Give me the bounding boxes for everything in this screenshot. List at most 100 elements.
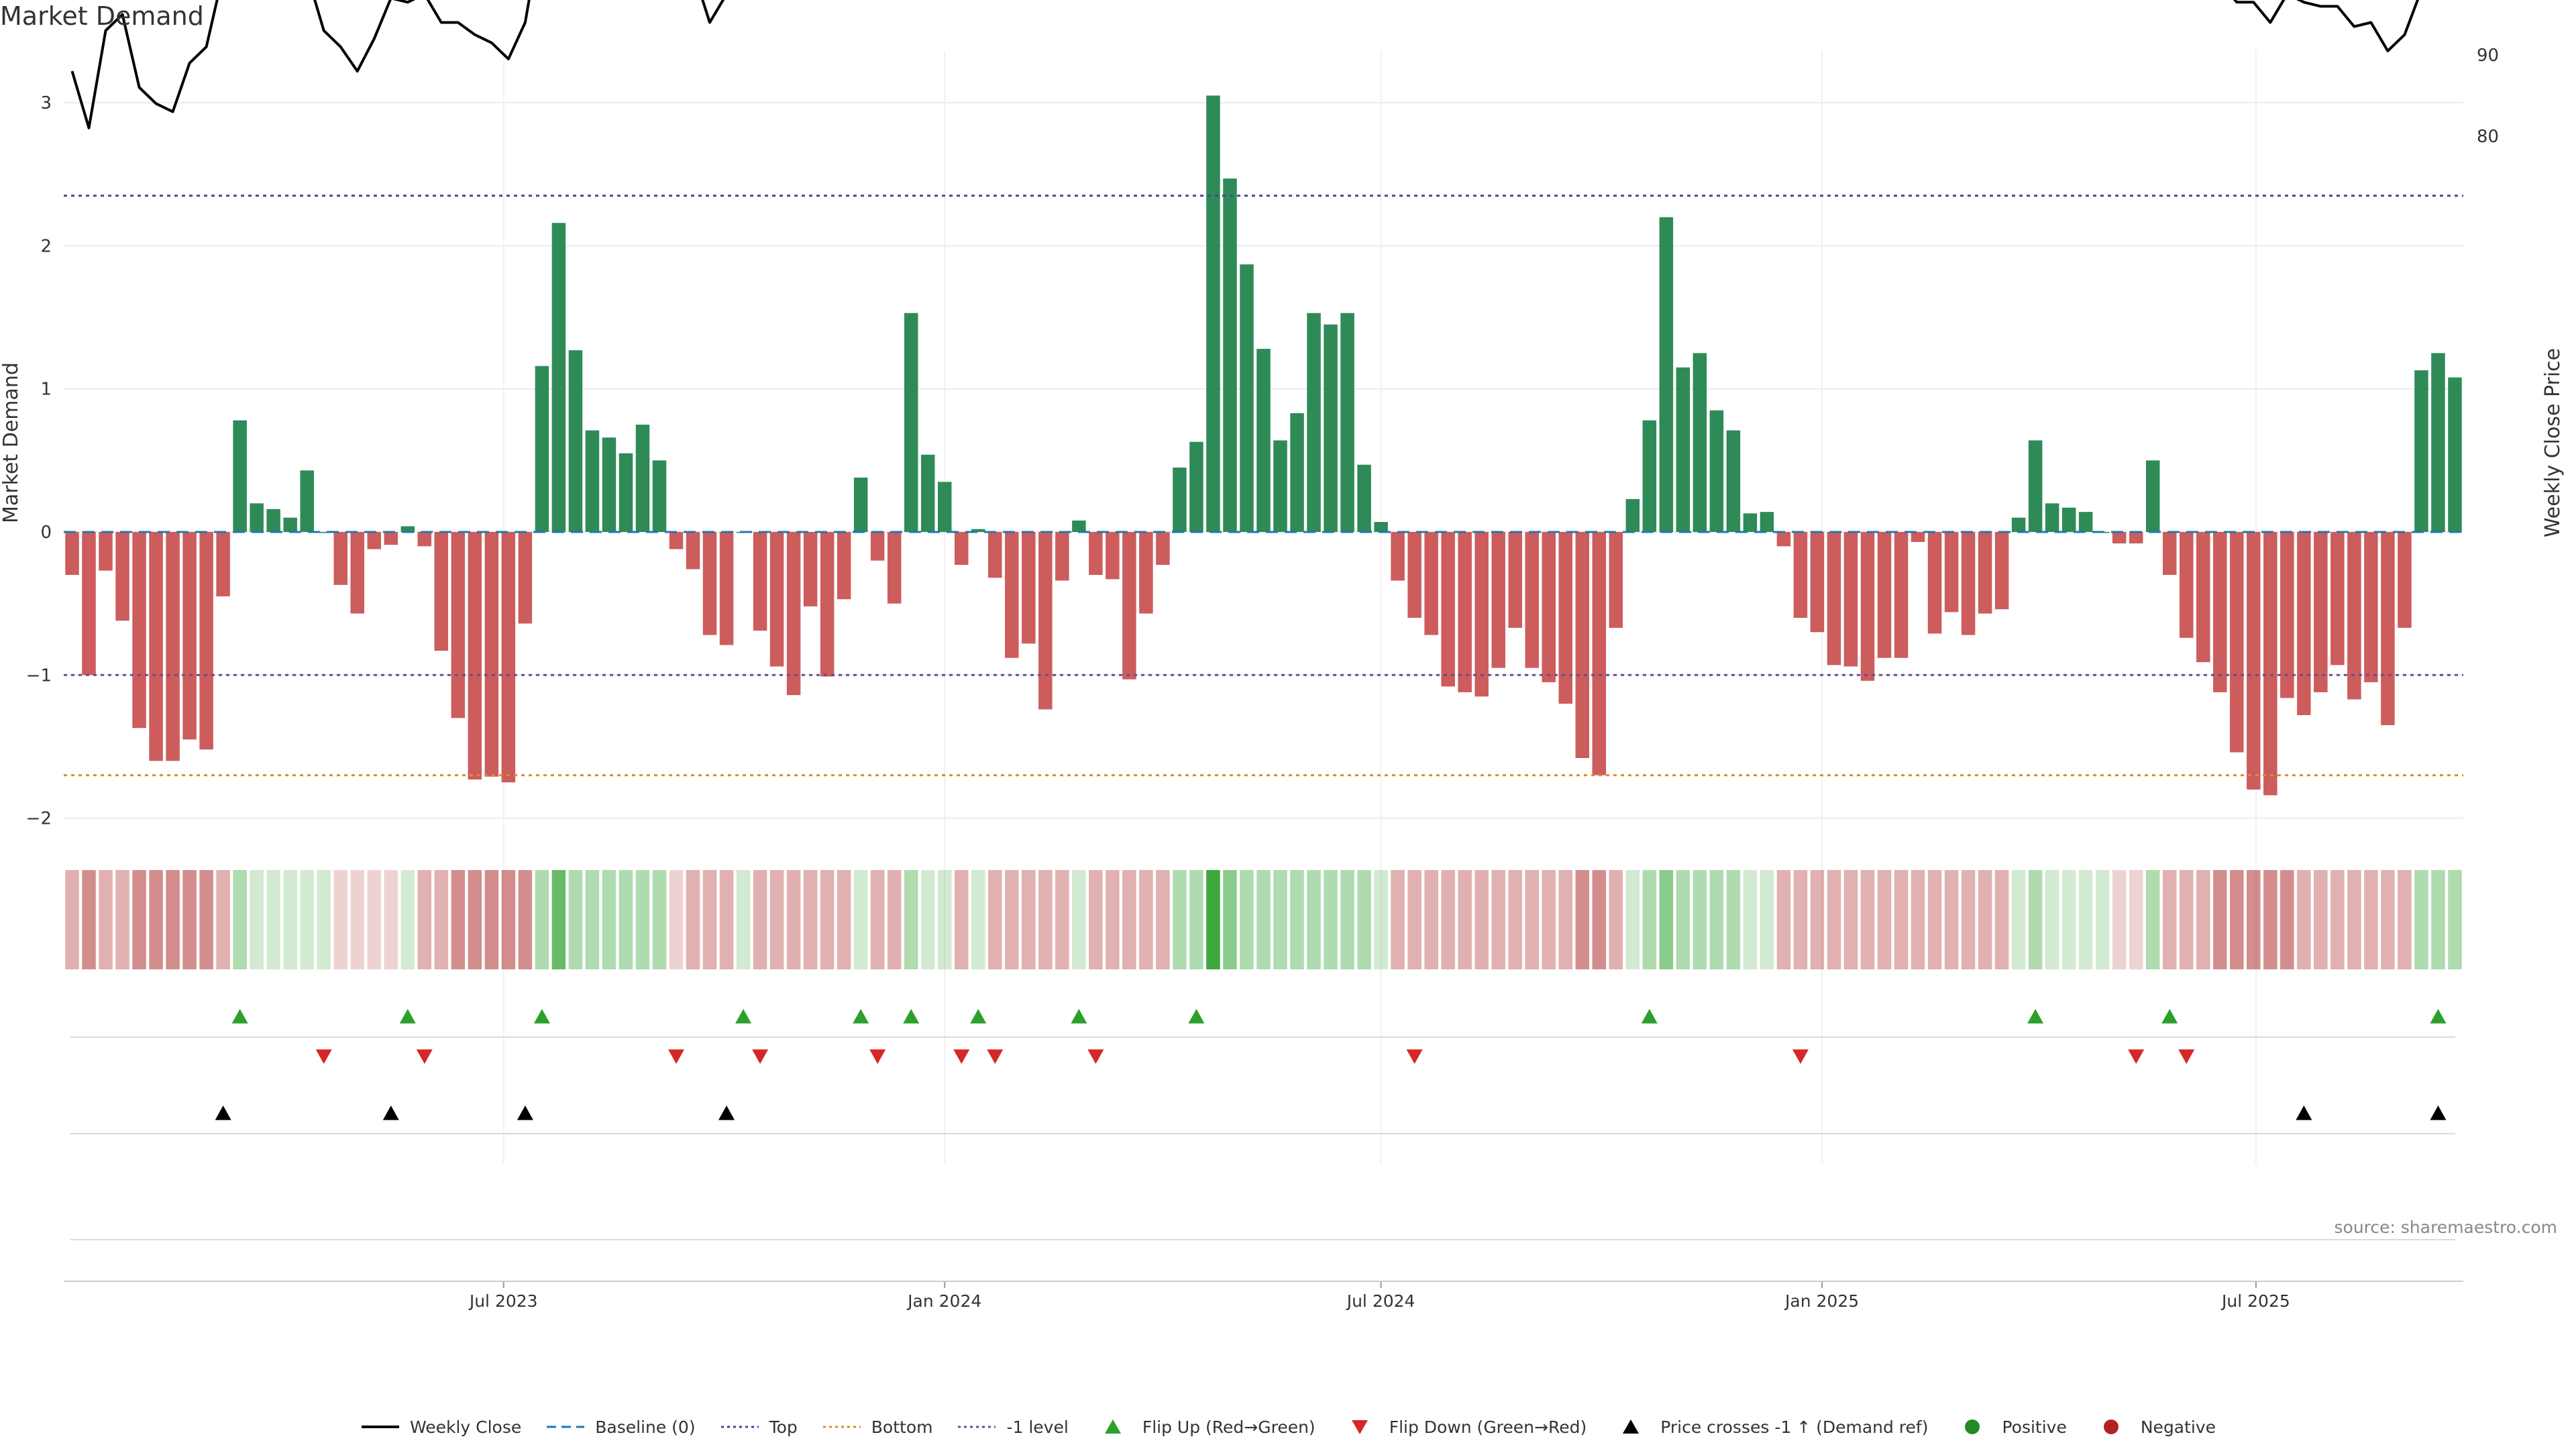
demand-bar bbox=[1508, 532, 1522, 628]
flip-up-marker bbox=[903, 1009, 920, 1024]
strip-cell bbox=[1776, 870, 1791, 969]
demand-bar bbox=[2247, 532, 2261, 790]
demand-bar bbox=[1525, 532, 1539, 668]
demand-bar bbox=[2297, 532, 2311, 716]
demand-bar bbox=[2398, 532, 2412, 628]
legend-swatch bbox=[1965, 1419, 1980, 1434]
signal-markers bbox=[64, 1009, 2463, 1282]
strip-cell bbox=[1894, 870, 1909, 969]
demand-bar bbox=[954, 532, 969, 566]
strip-cell bbox=[736, 870, 751, 969]
strip-cell bbox=[250, 870, 264, 969]
demand-bar bbox=[1324, 324, 1338, 532]
demand-bar bbox=[350, 532, 365, 614]
flip-down-marker bbox=[869, 1049, 886, 1064]
flip-up-marker bbox=[1071, 1009, 1087, 1024]
demand-bar bbox=[1994, 532, 2009, 610]
strip-cell bbox=[1156, 870, 1170, 969]
demand-bar bbox=[920, 454, 935, 532]
strip-cell bbox=[2061, 870, 2076, 969]
demand-bar bbox=[652, 460, 667, 532]
demand-bar bbox=[820, 532, 835, 677]
demand-bar bbox=[2011, 517, 2026, 532]
strip-cell bbox=[1089, 870, 1103, 969]
x-tick-label: Jul 2025 bbox=[2220, 1291, 2290, 1311]
demand-bar bbox=[971, 529, 985, 532]
strip-cell bbox=[1173, 870, 1187, 969]
demand-bar bbox=[535, 366, 549, 532]
demand-bar bbox=[1760, 512, 1774, 532]
strip-cell bbox=[988, 870, 1002, 969]
strip-cell bbox=[484, 870, 499, 969]
axes: 3210−1−21701601501401301201101009080Mark… bbox=[0, 46, 2565, 1311]
strip-cell bbox=[1709, 870, 1724, 969]
legend-label: -1 level bbox=[1006, 1417, 1069, 1437]
flip-up-marker bbox=[2161, 1009, 2178, 1024]
strip-cell bbox=[2196, 870, 2210, 969]
legend-swatch bbox=[822, 1426, 861, 1428]
demand-bar bbox=[551, 223, 566, 532]
strip-cell bbox=[1944, 870, 1959, 969]
legend-item: Flip Down (Green→Red) bbox=[1340, 1417, 1587, 1437]
legend-swatch bbox=[361, 1426, 399, 1428]
demand-bar bbox=[1055, 532, 1069, 581]
strip-cell bbox=[1189, 870, 1203, 969]
flip-up-marker bbox=[231, 1009, 248, 1024]
strip-cell bbox=[602, 870, 616, 969]
strip-cell bbox=[1978, 870, 1992, 969]
strip-cell bbox=[1256, 870, 1271, 969]
strip-cell bbox=[1038, 870, 1053, 969]
demand-bar bbox=[1240, 264, 1254, 532]
strip-cell bbox=[1139, 870, 1153, 969]
strip-cell bbox=[2078, 870, 2093, 969]
demand-bar bbox=[166, 532, 180, 761]
strip-cell bbox=[652, 870, 667, 969]
strip-cell bbox=[2028, 870, 2043, 969]
strip-cell bbox=[585, 870, 600, 969]
demand-bar bbox=[1776, 532, 1791, 547]
strip-cell bbox=[1374, 870, 1388, 969]
strip-cell bbox=[1441, 870, 1455, 969]
strip-cell bbox=[2364, 870, 2378, 969]
flip-down-marker bbox=[1406, 1049, 1423, 1064]
demand-bar bbox=[1860, 532, 1875, 681]
left-tick-label: 0 bbox=[40, 523, 52, 543]
strip-cell bbox=[1055, 870, 1069, 969]
demand-bar bbox=[2162, 532, 2177, 575]
strip-cell bbox=[1642, 870, 1657, 969]
demand-bar bbox=[283, 517, 297, 532]
demand-bar bbox=[1458, 532, 1472, 692]
demand-bar bbox=[2414, 370, 2428, 532]
demand-bar bbox=[837, 532, 851, 600]
demand-bar bbox=[417, 532, 432, 547]
strip-cell bbox=[619, 870, 633, 969]
demand-bar bbox=[484, 532, 499, 777]
demand-bar bbox=[182, 532, 197, 740]
demand-bar bbox=[250, 503, 264, 532]
demand-bar bbox=[1223, 178, 1237, 532]
demand-bar bbox=[2364, 532, 2378, 682]
legend-item: Bottom bbox=[822, 1417, 932, 1437]
demand-bar bbox=[988, 532, 1002, 578]
demand-bar bbox=[1022, 532, 1036, 644]
price-cross-marker bbox=[382, 1106, 399, 1120]
demand-bar bbox=[1709, 410, 1724, 532]
strip-cell bbox=[2129, 870, 2143, 969]
legend-item: Negative bbox=[2091, 1417, 2216, 1437]
strip-cell bbox=[1726, 870, 1741, 969]
strip-cell bbox=[1592, 870, 1607, 969]
strip-cell bbox=[803, 870, 818, 969]
demand-bar bbox=[669, 532, 684, 549]
demand-bar bbox=[132, 532, 146, 729]
demand-bar bbox=[1189, 441, 1203, 532]
demand-bar bbox=[233, 420, 247, 532]
strip-cell bbox=[2347, 870, 2361, 969]
strip-cell bbox=[2095, 870, 2110, 969]
legend-item: Baseline (0) bbox=[545, 1417, 696, 1437]
demand-bar bbox=[501, 532, 516, 783]
demand-bar bbox=[1139, 532, 1153, 614]
strip-cell bbox=[753, 870, 767, 969]
strip-cell bbox=[551, 870, 566, 969]
demand-bar bbox=[99, 532, 113, 571]
demand-bar bbox=[1726, 430, 1741, 532]
